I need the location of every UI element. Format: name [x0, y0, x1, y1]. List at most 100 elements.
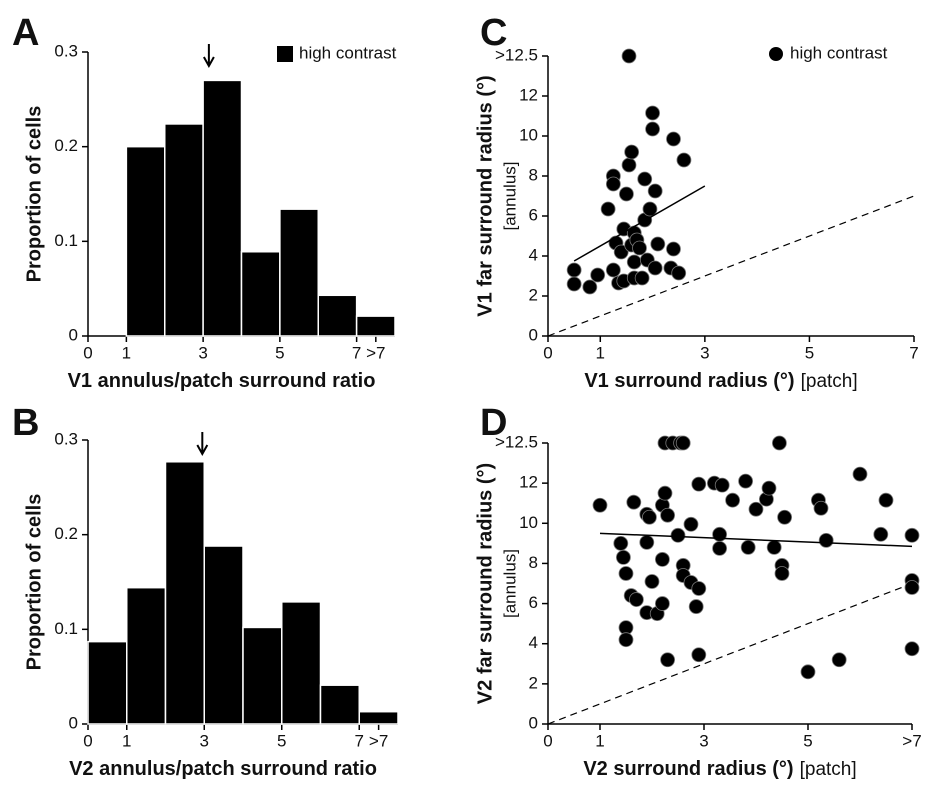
data-point [666, 241, 681, 257]
x-tick-label: >7 [366, 343, 385, 362]
data-point [650, 236, 666, 252]
data-point [616, 550, 631, 565]
x-axis-label: V1 annulus/patch surround ratio [68, 370, 376, 392]
bar [242, 626, 283, 725]
data-point [683, 516, 699, 532]
bar [164, 461, 205, 725]
y-tick-label: 4 [529, 633, 538, 652]
data-point [600, 201, 616, 217]
data-point [878, 492, 894, 508]
bar [240, 250, 281, 337]
data-point [592, 497, 608, 513]
data-point [766, 539, 782, 555]
data-point [613, 535, 629, 551]
y-tick-label: 2 [529, 673, 538, 692]
y-tick-label: 12 [519, 473, 538, 492]
fit-line [599, 532, 913, 548]
data-point [566, 276, 582, 292]
data-point [642, 201, 658, 217]
x-axis-title: V2 surround radius (°) [583, 758, 793, 780]
legend-swatch [277, 46, 293, 62]
x-tick-label: 0 [543, 343, 552, 362]
data-point [740, 539, 756, 555]
data-point [644, 574, 660, 589]
x-tick-label: 0 [543, 731, 552, 750]
data-point [621, 48, 637, 64]
data-point [582, 279, 598, 295]
x-tick-label: 1 [595, 731, 604, 750]
y-tick-label: 12 [519, 85, 538, 104]
arrow [203, 44, 215, 69]
x-tick-label: 1 [122, 731, 131, 750]
data-point [777, 509, 792, 525]
bar [319, 684, 360, 725]
data-point [873, 526, 889, 542]
x-tick-label: 3 [700, 343, 709, 362]
x-tick-label: 7 [352, 343, 361, 362]
x-tick-label: 3 [198, 343, 207, 362]
arrow [196, 432, 209, 457]
bar [203, 545, 244, 725]
data-point [660, 652, 675, 668]
x-tick-label: 5 [803, 731, 812, 750]
y-tick-label: 0 [69, 713, 78, 732]
x-axis-label: V1 surround radius (°) [patch] [584, 370, 857, 392]
panel-label: C [480, 12, 507, 54]
data-point [691, 476, 707, 492]
x-tick-label: 3 [200, 731, 209, 750]
y-axis-label: Proportion of cells [23, 106, 45, 283]
data-point [626, 494, 642, 510]
data-point [675, 435, 691, 451]
y-tick-label: 0 [529, 713, 538, 732]
data-point [666, 131, 681, 147]
x-tick-label: 5 [275, 343, 284, 362]
x-axis-note: [patch] [800, 759, 857, 780]
x-axis-title: V2 annulus/patch surround ratio [69, 758, 377, 780]
data-point [800, 664, 816, 680]
data-point [605, 176, 621, 192]
x-axis-label: V2 annulus/patch surround ratio [69, 758, 377, 780]
data-point [618, 566, 634, 581]
y-tick-label: 0.1 [54, 231, 78, 250]
data-point [590, 267, 606, 283]
data-point [621, 157, 637, 173]
y-tick-label: 0.3 [54, 429, 78, 448]
data-point [904, 641, 920, 657]
data-point [632, 240, 647, 256]
data-point [566, 262, 582, 278]
y-tick-label: >12.5 [495, 45, 538, 64]
data-point [639, 534, 655, 550]
x-axis-title: V1 annulus/patch surround ratio [68, 370, 376, 392]
data-point [645, 121, 660, 137]
y-tick-label: 8 [529, 553, 538, 572]
bar [355, 315, 396, 337]
data-point [637, 171, 653, 187]
data-point [671, 265, 687, 281]
data-point [670, 527, 686, 543]
x-axis-label: V2 surround radius (°) [patch] [583, 758, 856, 780]
data-point [761, 480, 777, 496]
y-tick-label: 6 [529, 593, 538, 612]
data-point [655, 552, 670, 567]
data-point [624, 144, 640, 160]
data-point [642, 509, 657, 525]
data-point [831, 652, 847, 668]
panel-label: B [12, 402, 39, 444]
data-point [629, 592, 644, 607]
y-tick-label: 0.2 [54, 136, 78, 155]
panel-label: A [12, 12, 39, 54]
bar [202, 79, 243, 337]
data-point [691, 581, 707, 596]
y-axis-label: Proportion of cells [23, 494, 45, 671]
panel-label: D [480, 402, 507, 444]
data-point [904, 527, 920, 543]
data-point [714, 477, 730, 493]
y-tick-label: 0.1 [54, 619, 78, 638]
data-point [647, 183, 663, 199]
y-tick-label: >12.5 [495, 432, 538, 451]
x-tick-label: 5 [805, 343, 814, 362]
y-tick-label: 10 [519, 513, 538, 532]
data-point [605, 262, 621, 278]
